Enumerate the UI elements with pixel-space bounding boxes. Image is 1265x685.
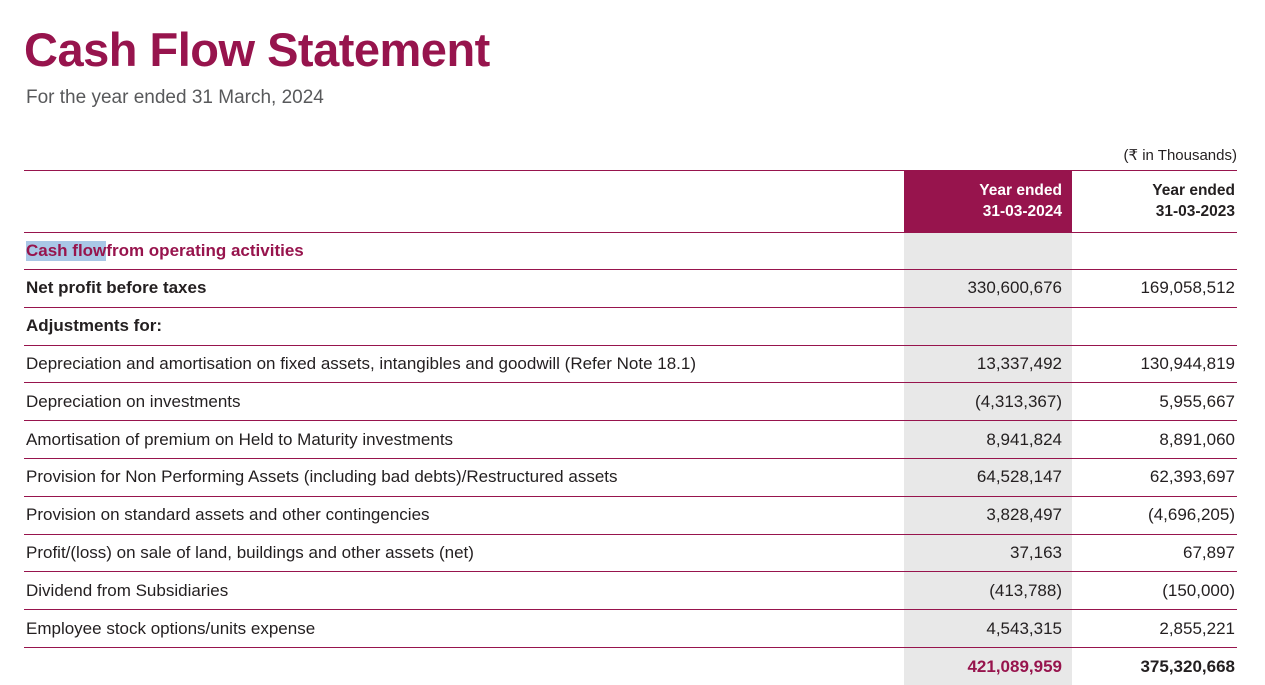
value-2023: 5,955,667 [1072, 383, 1237, 421]
value-2023: 62,393,697 [1072, 458, 1237, 496]
table-row: Amortisation of premium on Held to Matur… [24, 421, 1237, 459]
section-heading-rest: from operating activities [106, 241, 304, 260]
total-empty-cell [24, 648, 904, 685]
table-row: Provision on standard assets and other c… [24, 496, 1237, 535]
value-2023 [1072, 307, 1237, 345]
table-row: Depreciation on investments (4,313,367) … [24, 383, 1237, 422]
row-label: Amortisation of premium on Held to Matur… [26, 429, 454, 449]
row-label: Depreciation and amortisation on fixed a… [26, 353, 696, 373]
row-label: Dividend from Subsidiaries [26, 580, 229, 600]
value-2023: (4,696,205) [1072, 496, 1237, 534]
value-2024: (4,313,367) [904, 383, 1072, 421]
column-header-2024: Year ended 31-03-2024 [904, 171, 1072, 232]
value-2024: 3,828,497 [904, 496, 1072, 534]
value-2024: (413,788) [904, 572, 1072, 610]
row-label: Profit/(loss) on sale of land, buildings… [26, 542, 474, 562]
section-value-2023 [1072, 233, 1237, 269]
table-total-row: 421,089,959 375,320,668 [24, 647, 1237, 685]
value-2024: 64,528,147 [904, 458, 1072, 496]
table-row: Profit/(loss) on sale of land, buildings… [24, 534, 1237, 573]
column-header-2023-line1: Year ended [1152, 182, 1235, 200]
table-header-row: Year ended 31-03-2024 Year ended 31-03-2… [24, 171, 1237, 233]
value-2024: 4,543,315 [904, 610, 1072, 647]
column-header-2024-line2: 31-03-2024 [982, 202, 1062, 220]
row-label: Employee stock options/units expense [26, 618, 316, 638]
header-empty-cell [24, 171, 904, 232]
value-2023: 2,855,221 [1072, 610, 1237, 647]
table-row: Adjustments for: [24, 307, 1237, 346]
table-row: Depreciation and amortisation on fixed a… [24, 345, 1237, 384]
table-row: Employee stock options/units expense 4,5… [24, 610, 1237, 648]
row-label: Depreciation on investments [26, 391, 241, 411]
value-2024 [904, 307, 1072, 345]
row-label: Provision for Non Performing Assets (inc… [26, 467, 618, 487]
page-subtitle: For the year ended 31 March, 2024 [26, 87, 324, 108]
statement-table: Year ended 31-03-2024 Year ended 31-03-2… [24, 170, 1237, 685]
value-2023: 8,891,060 [1072, 421, 1237, 458]
value-2023: (150,000) [1072, 572, 1237, 610]
value-2024: 13,337,492 [904, 345, 1072, 383]
total-value-2024: 421,089,959 [904, 647, 1072, 685]
column-header-2024-line1: Year ended [979, 182, 1062, 200]
page-title: Cash Flow Statement [24, 23, 490, 76]
value-2024: 8,941,824 [904, 421, 1072, 458]
section-heading: Cash flow from operating activities [24, 233, 904, 269]
column-header-2023-line2: 31-03-2023 [1155, 202, 1235, 220]
column-header-2023: Year ended 31-03-2023 [1072, 171, 1237, 232]
units-note: (₹ in Thousands) [1123, 147, 1238, 164]
total-value-2023: 375,320,668 [1072, 647, 1237, 685]
selected-text: Cash flow [26, 241, 107, 261]
value-2023: 130,944,819 [1072, 345, 1237, 383]
table-row: Net profit before taxes 330,600,676 169,… [24, 270, 1237, 308]
section-value-2024 [904, 233, 1072, 269]
value-2023: 67,897 [1072, 534, 1237, 572]
table-row: Dividend from Subsidiaries (413,788) (15… [24, 572, 1237, 611]
section-heading-row: Cash flow from operating activities [24, 233, 1237, 270]
row-label: Net profit before taxes [26, 278, 207, 298]
value-2024: 37,163 [904, 534, 1072, 572]
row-label: Adjustments for: [26, 316, 162, 336]
value-2023: 169,058,512 [1072, 270, 1237, 307]
row-label: Provision on standard assets and other c… [26, 505, 430, 525]
table-row: Provision for Non Performing Assets (inc… [24, 458, 1237, 497]
value-2024: 330,600,676 [904, 270, 1072, 307]
